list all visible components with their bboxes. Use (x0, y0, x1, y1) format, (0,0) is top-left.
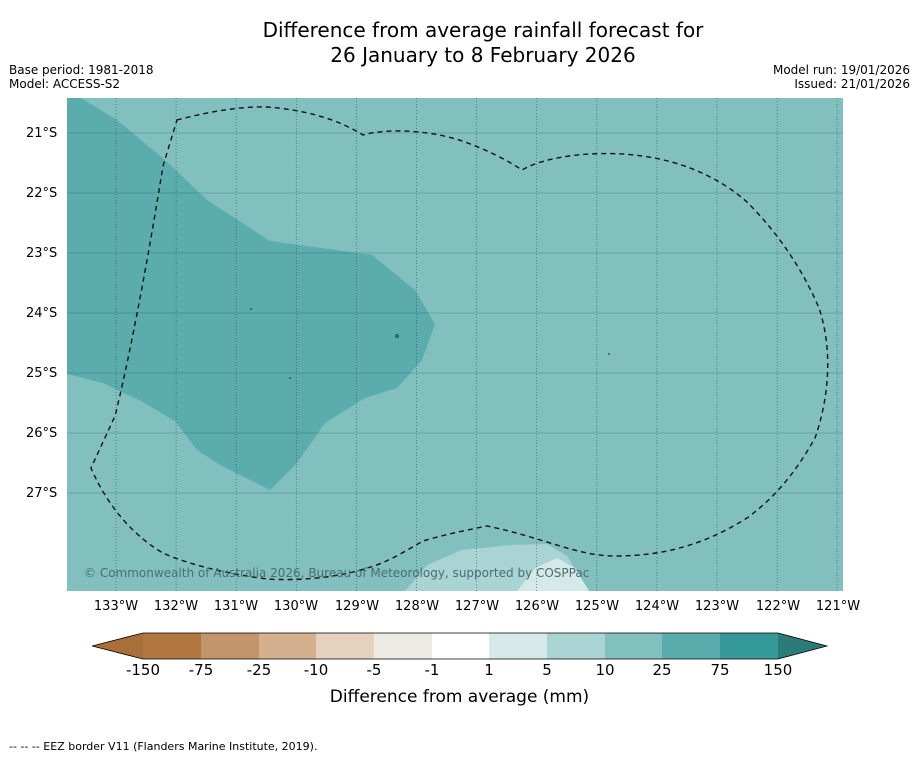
colorbar-segment (259, 633, 316, 659)
colorbar-segment (720, 633, 778, 659)
lon-label: 127°W (454, 599, 500, 614)
lon-label: 132°W (153, 599, 199, 614)
colorbar-tick: -10 (303, 661, 329, 679)
lon-label: 123°W (694, 599, 740, 614)
eez-footnote: -- -- -- EEZ border V11 (Flanders Marine… (9, 740, 318, 753)
meta-right: Model run: 19/01/2026 Issued: 21/01/2026 (773, 63, 910, 91)
lon-label: 129°W (334, 599, 380, 614)
region-25-to-75mm (67, 98, 435, 490)
colorbar-tick: 10 (595, 661, 615, 679)
lat-label: 26°S (26, 426, 58, 441)
colorbar-arrow-high (778, 633, 827, 659)
lat-label: 24°S (26, 306, 58, 321)
colorbar-segment (489, 633, 547, 659)
lat-label: 25°S (26, 366, 58, 381)
region-1-to-5mm (517, 558, 589, 591)
lat-label: 22°S (26, 186, 58, 201)
meta-left: Base period: 1981-2018 Model: ACCESS-S2 (9, 63, 154, 91)
colorbar-tick: -5 (366, 661, 382, 679)
colorbar-segment (201, 633, 259, 659)
lon-label: 124°W (634, 599, 680, 614)
model-name: Model: ACCESS-S2 (9, 77, 121, 91)
lon-label: 133°W (93, 599, 139, 614)
colorbar (92, 632, 828, 660)
lon-label: 125°W (574, 599, 620, 614)
colorbar-tick: 150 (763, 661, 793, 679)
title-line-2: 26 January to 8 February 2026 (330, 43, 636, 67)
lon-label: 130°W (273, 599, 319, 614)
colorbar-segment (432, 633, 489, 659)
island-marker (289, 377, 291, 379)
copyright-notice: © Commonwealth of Australia 2026, Bureau… (84, 566, 590, 580)
gridlines (67, 98, 843, 591)
colorbar-tick: -75 (188, 661, 214, 679)
island-marker (395, 334, 399, 338)
lon-label: 128°W (394, 599, 440, 614)
island-markers (250, 308, 610, 379)
colorbar-segment (143, 633, 201, 659)
colorbar-tick: -150 (125, 661, 161, 679)
lon-label: 121°W (815, 599, 861, 614)
colorbar-tick: 1 (484, 661, 494, 679)
issued-date: Issued: 21/01/2026 (794, 77, 910, 91)
title-line-1: Difference from average rainfall forecas… (262, 18, 704, 42)
rainfall-map (67, 98, 843, 591)
island-marker (608, 353, 610, 355)
colorbar-segment (316, 633, 374, 659)
map-title: Difference from average rainfall forecas… (0, 18, 919, 68)
lat-label: 27°S (26, 486, 58, 501)
lon-label: 126°W (514, 599, 560, 614)
lon-label: 131°W (213, 599, 259, 614)
colorbar-tick: 75 (710, 661, 730, 679)
colorbar-segment (662, 633, 720, 659)
colorbar-tick: 25 (652, 661, 672, 679)
colorbar-label: Difference from average (mm) (329, 687, 590, 707)
colorbar-arrow-low (92, 633, 143, 659)
lat-label: 23°S (26, 246, 58, 261)
lat-label: 21°S (26, 126, 58, 141)
island-marker (250, 308, 252, 310)
colorbar-segment (374, 633, 432, 659)
colorbar-segment (547, 633, 605, 659)
model-run: Model run: 19/01/2026 (772, 63, 910, 77)
colorbar-tick: -1 (424, 661, 440, 679)
colorbar-tick: 5 (542, 661, 552, 679)
base-period: Base period: 1981-2018 (9, 63, 154, 77)
colorbar-tick: -25 (246, 661, 272, 679)
lon-label: 122°W (755, 599, 801, 614)
colorbar-segment (605, 633, 662, 659)
colorbar-outline (92, 632, 828, 660)
